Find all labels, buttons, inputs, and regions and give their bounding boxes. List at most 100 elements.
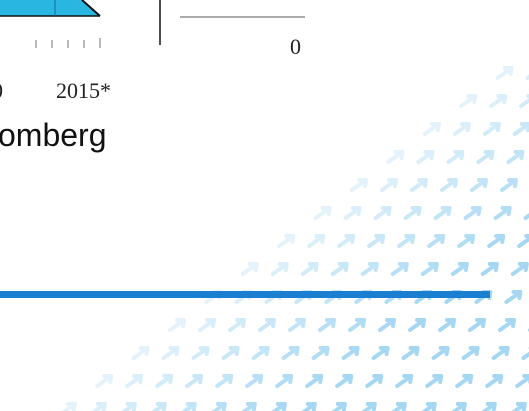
arrow <box>491 346 510 360</box>
arrow <box>495 66 514 80</box>
tick-marks <box>35 38 101 48</box>
arrow <box>452 122 471 136</box>
arrow <box>422 122 441 136</box>
arrow <box>341 346 360 360</box>
arrow <box>198 318 216 332</box>
arrow <box>485 374 504 388</box>
arrow <box>386 150 405 164</box>
arrow <box>391 402 407 411</box>
arrow <box>504 290 523 304</box>
arrow <box>512 122 529 136</box>
arrow <box>348 318 366 332</box>
arrow <box>241 402 257 411</box>
arrow <box>380 178 398 192</box>
arrow <box>211 402 227 411</box>
arrow <box>343 206 362 220</box>
arrow <box>318 318 336 332</box>
arrow <box>271 402 287 411</box>
arrow <box>95 374 114 388</box>
arrow <box>403 206 422 220</box>
arrow <box>350 178 368 192</box>
arrow <box>245 374 264 388</box>
arrow <box>258 318 276 332</box>
arrow <box>420 262 439 276</box>
arrow <box>408 318 426 332</box>
arrow <box>121 402 137 411</box>
arrow <box>446 150 465 164</box>
arrow <box>301 402 317 411</box>
arrow <box>410 178 428 192</box>
arrow <box>378 318 396 332</box>
arrow <box>151 402 167 411</box>
x-label: 0 <box>0 78 3 103</box>
arrow <box>455 374 474 388</box>
arrow <box>251 346 270 360</box>
arrow <box>519 94 529 108</box>
arrow <box>240 262 259 276</box>
arrow <box>517 234 529 248</box>
arrow <box>270 262 289 276</box>
arrow <box>416 150 435 164</box>
arrow <box>361 402 377 411</box>
arrow <box>397 234 416 248</box>
arrow <box>401 346 420 360</box>
x-label: 2015* <box>56 78 111 103</box>
arrow <box>181 402 197 411</box>
arrow <box>161 346 180 360</box>
arrow <box>373 206 392 220</box>
arrow <box>307 234 326 248</box>
arrow <box>168 318 186 332</box>
arrow <box>215 374 234 388</box>
arrow <box>506 150 525 164</box>
arrow <box>433 206 452 220</box>
arrow <box>468 318 486 332</box>
arrow <box>500 178 518 192</box>
arrow <box>476 150 495 164</box>
arrow <box>487 234 506 248</box>
arrow <box>313 206 332 220</box>
arrow <box>390 262 409 276</box>
arrow <box>275 374 294 388</box>
arrow <box>511 402 527 411</box>
arrow <box>337 234 356 248</box>
arrow <box>330 262 349 276</box>
arrow <box>125 374 144 388</box>
arrow <box>281 346 300 360</box>
arrow <box>300 262 319 276</box>
arrow <box>277 234 296 248</box>
arrow <box>463 206 482 220</box>
arrow <box>457 234 476 248</box>
arrow <box>489 94 508 108</box>
right-label: 0 <box>290 34 301 59</box>
arrow <box>481 402 497 411</box>
arrow <box>367 234 386 248</box>
arrow <box>288 318 306 332</box>
arrow <box>185 374 204 388</box>
arrow <box>131 346 150 360</box>
arrow <box>311 346 330 360</box>
arrow <box>427 234 446 248</box>
series-line <box>81 0 101 17</box>
arrow <box>395 374 414 388</box>
arrow <box>451 402 467 411</box>
arrow <box>91 402 107 411</box>
arrow <box>459 94 478 108</box>
arrow <box>438 318 456 332</box>
arrow <box>480 262 499 276</box>
arrow <box>305 374 324 388</box>
area-fill <box>0 0 100 16</box>
arrow <box>365 374 384 388</box>
arrow <box>482 122 501 136</box>
arrow <box>155 374 174 388</box>
arrow <box>510 262 529 276</box>
arrow-pattern <box>61 66 529 411</box>
arrow <box>523 213 529 220</box>
arrow <box>221 346 240 360</box>
arrow <box>470 178 488 192</box>
arrow <box>371 346 390 360</box>
arrow <box>335 374 354 388</box>
arrow <box>61 402 77 411</box>
arrow <box>431 346 450 360</box>
arrow <box>498 318 516 332</box>
